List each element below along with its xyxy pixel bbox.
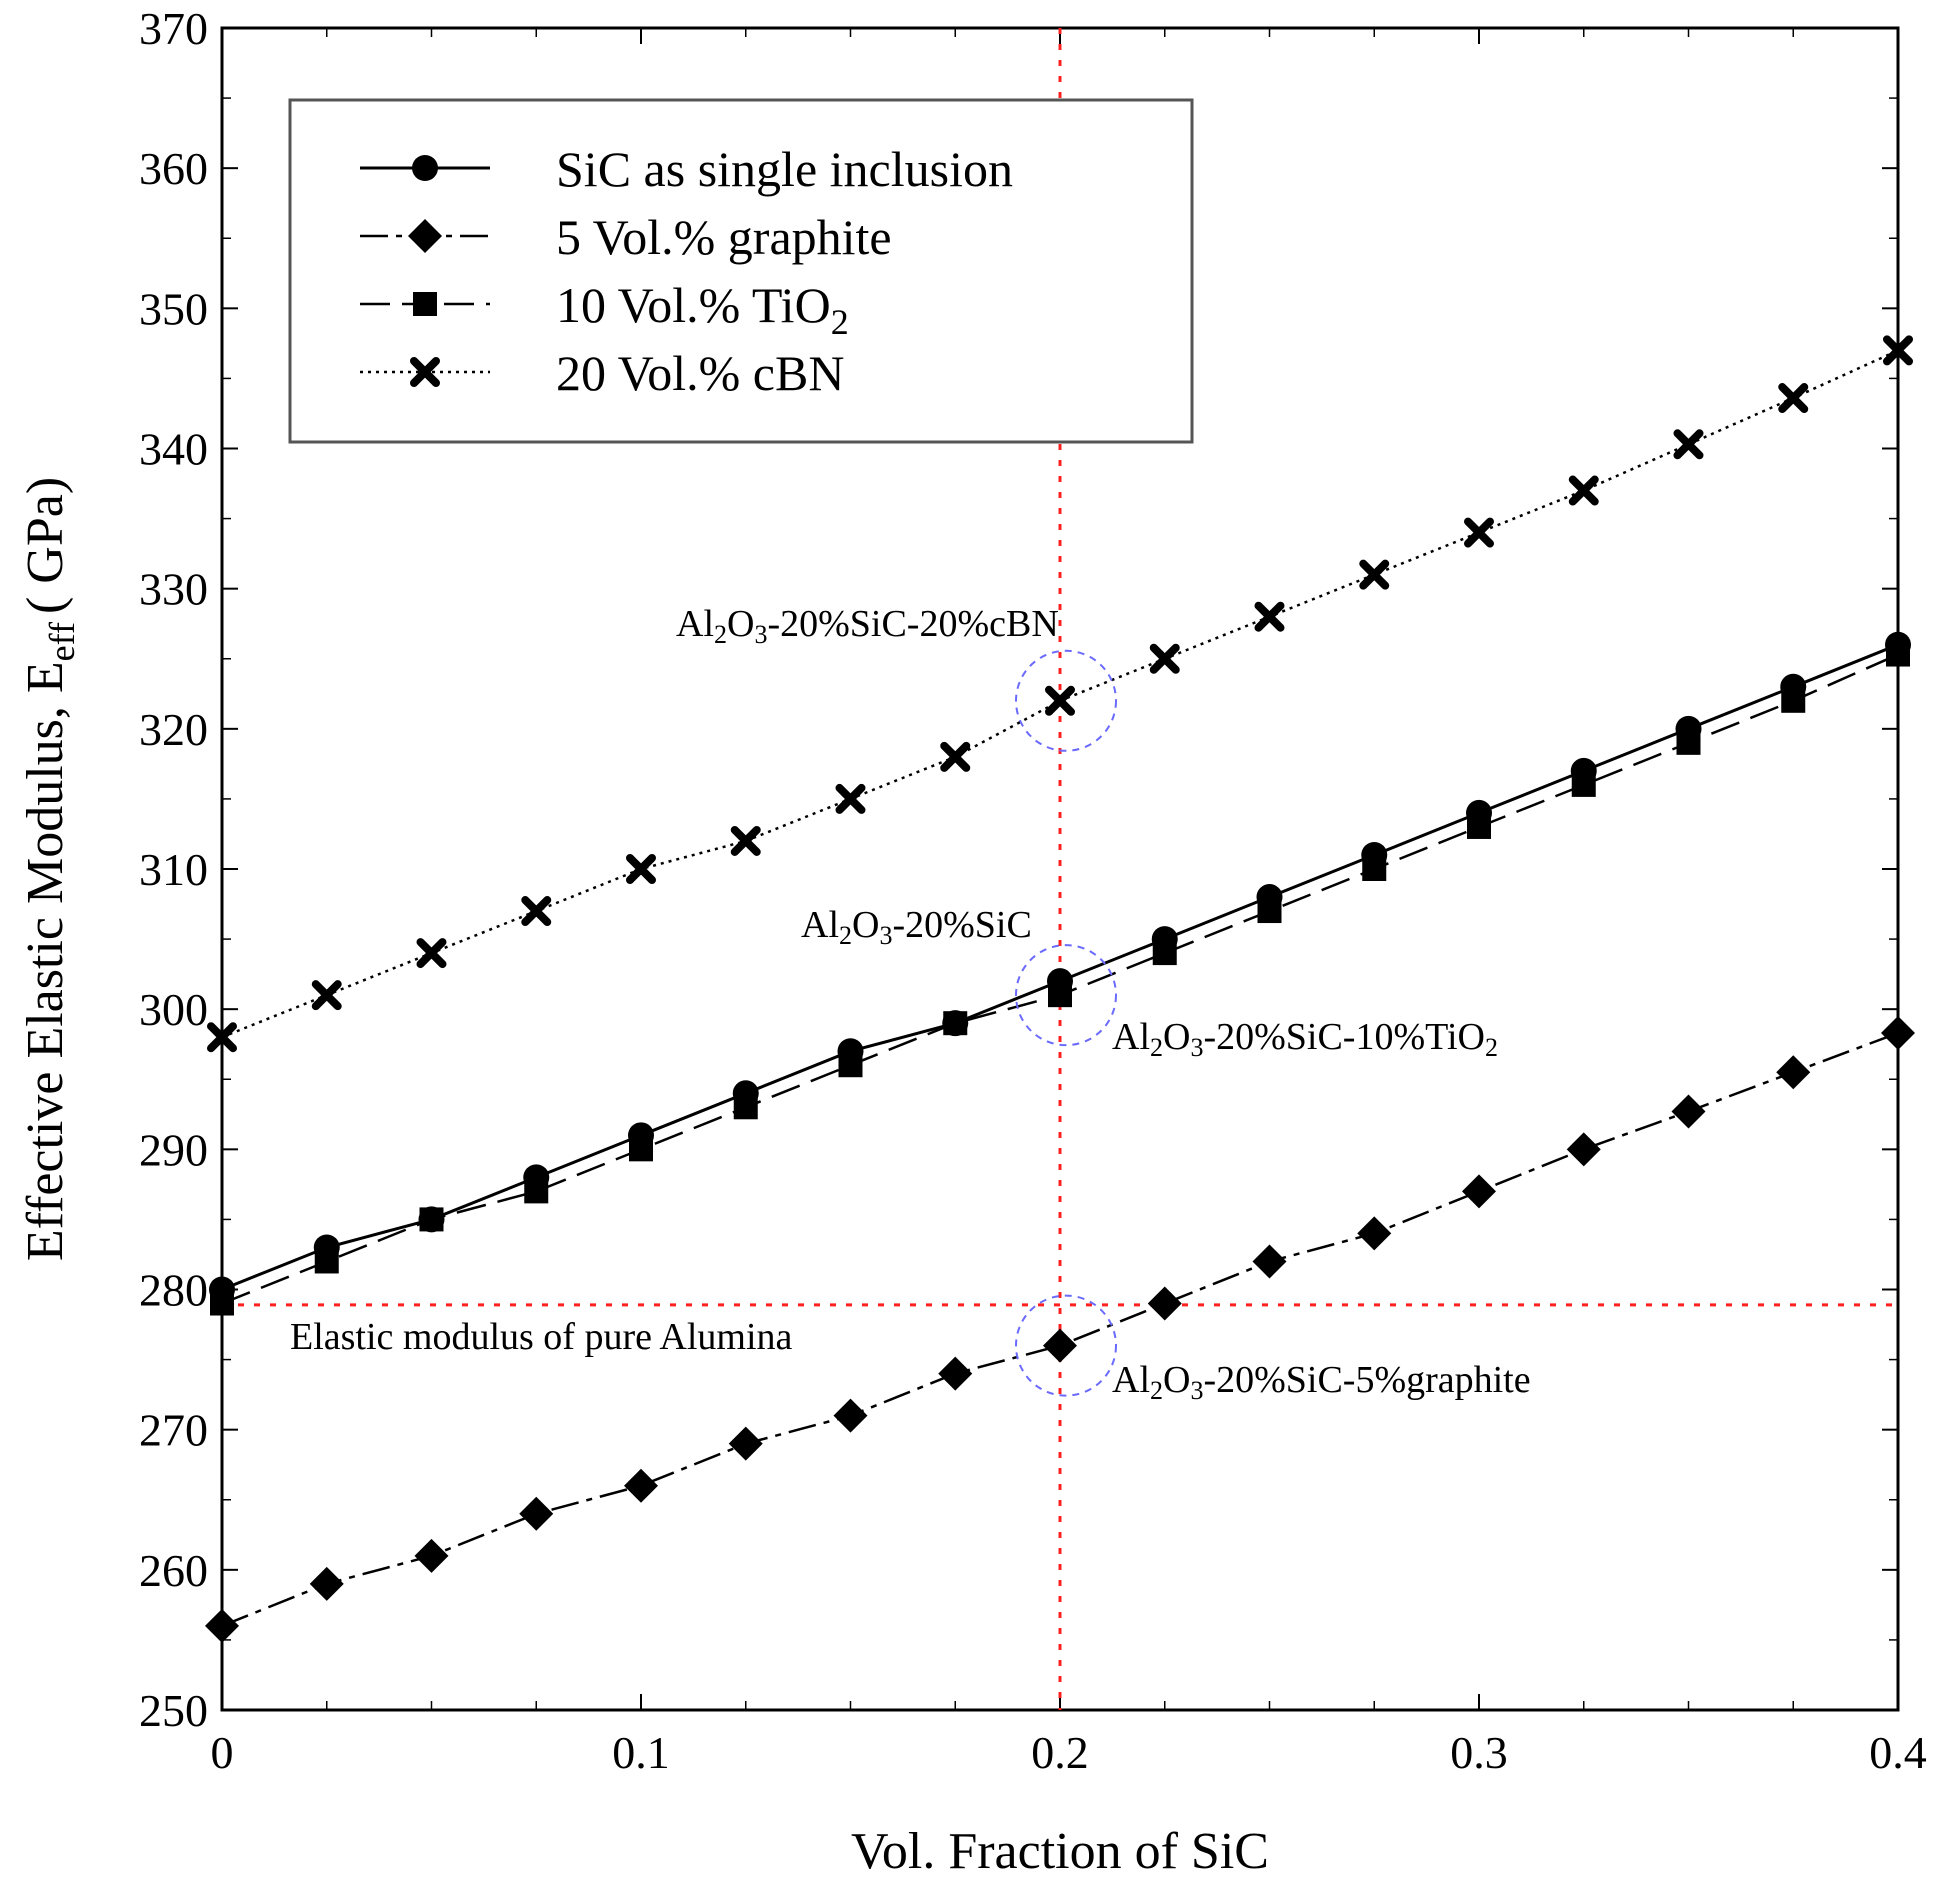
data-point-diamond — [519, 1496, 554, 1531]
data-point-square — [1257, 899, 1282, 924]
series-layer — [205, 335, 1915, 1643]
highlight-circle — [1015, 649, 1117, 752]
data-point-x — [626, 854, 656, 884]
data-point-x — [940, 741, 971, 772]
x-tick-label: 0.2 — [1031, 1727, 1089, 1778]
legend-box — [288, 98, 1194, 444]
legend-label-sic: SiC as single inclusion — [556, 141, 1013, 197]
data-point-diamond — [1357, 1216, 1392, 1251]
data-point-x — [1568, 475, 1599, 506]
annotation-graphite: Al2O3-20%SiC-5%graphite — [1112, 1359, 1531, 1405]
x-tick-label: 0.1 — [612, 1727, 670, 1778]
data-point-diamond — [1252, 1244, 1287, 1279]
data-point-square — [524, 1179, 549, 1204]
data-point-square — [733, 1095, 758, 1120]
data-point-diamond — [1462, 1174, 1496, 1209]
data-point-square — [1886, 642, 1910, 667]
data-point-square — [1048, 983, 1072, 1008]
data-point-diamond — [728, 1426, 763, 1461]
data-point-square — [1362, 857, 1387, 881]
data-point-x — [1778, 383, 1809, 414]
legend-label-tio2: 10 Vol.% TiO2 — [556, 277, 849, 342]
data-point-diamond — [309, 1566, 344, 1601]
data-point-diamond — [624, 1468, 658, 1503]
data-point-square — [943, 1011, 968, 1036]
data-point-square — [838, 1053, 863, 1078]
highlight-circle — [1015, 1294, 1117, 1397]
y-tick-label: 310 — [139, 844, 208, 895]
y-tick-label: 370 — [139, 3, 208, 54]
data-point-x — [1149, 643, 1180, 674]
legend-samples — [360, 155, 490, 387]
data-point-diamond — [938, 1356, 973, 1391]
x-tick-label: 0.3 — [1450, 1727, 1508, 1778]
y-tick-label: 280 — [139, 1265, 208, 1316]
reference-lines — [222, 28, 1898, 1710]
data-point-x — [730, 825, 761, 856]
data-point-square — [1781, 688, 1806, 713]
data-point-diamond — [1776, 1055, 1811, 1090]
data-point-diamond — [833, 1398, 868, 1433]
data-point-diamond — [1881, 1015, 1915, 1050]
data-point-square — [1152, 941, 1177, 966]
legend-label-graphite: 5 Vol.% graphite — [556, 209, 892, 265]
y-tick-label: 270 — [139, 1405, 208, 1456]
data-point-x — [1045, 685, 1075, 716]
series-line-circle — [221, 643, 1899, 1291]
highlight-circle — [1015, 944, 1117, 1047]
data-point-square — [1467, 814, 1491, 839]
data-point-square — [419, 1207, 444, 1232]
y-tick-label: 330 — [139, 564, 208, 615]
annotation-tio2: Al2O3-20%SiC-10%TiO2 — [1112, 1016, 1498, 1062]
data-point-x — [311, 980, 342, 1011]
y-tick-label: 360 — [139, 143, 208, 194]
data-point-square — [629, 1137, 653, 1162]
data-point-diamond — [414, 1538, 449, 1573]
legend-marker-x — [410, 357, 440, 387]
x-tick-label: 0 — [211, 1727, 234, 1778]
legend-marker-circle — [412, 155, 438, 181]
data-point-x — [1673, 429, 1704, 460]
y-tick-label: 340 — [139, 424, 208, 475]
data-point-x — [521, 896, 552, 927]
data-point-x — [1883, 335, 1913, 366]
y-tick-label: 320 — [139, 704, 208, 755]
y-tick-label: 260 — [139, 1545, 208, 1596]
y-tick-label: 250 — [139, 1685, 208, 1736]
ticks-layer: 250 260 270 280 290 300 310 320 330 340 350 360 370 0… — [139, 3, 1927, 1778]
y-tick-label: 300 — [139, 984, 208, 1035]
data-point-diamond — [1671, 1094, 1706, 1129]
data-point-x — [1254, 601, 1285, 632]
annotation-cbn: Al2O3-20%SiC-20%cBN — [676, 603, 1059, 649]
data-point-x — [1359, 559, 1390, 590]
data-point-square — [210, 1291, 234, 1316]
y-tick-label: 350 — [139, 283, 208, 334]
data-point-diamond — [1147, 1286, 1182, 1321]
legend-label-cbn: 20 Vol.% cBN — [556, 345, 844, 401]
data-point-diamond — [1043, 1328, 1077, 1363]
x-tick-label: 0.4 — [1869, 1727, 1927, 1778]
data-point-x — [416, 938, 447, 969]
data-point-diamond — [1566, 1132, 1601, 1167]
highlight-circles — [1015, 649, 1117, 1397]
series-line-x — [221, 349, 1899, 1039]
data-point-square — [1571, 772, 1596, 797]
data-point-x — [835, 783, 866, 814]
y-tick-label: 290 — [139, 1124, 208, 1175]
legend: SiC as single inclusion 5 Vol.% graphite… — [288, 98, 1194, 444]
legend-marker-square — [413, 292, 437, 316]
y-axis-title: Effective Elastic Modulus, Eeff( GPa) — [17, 477, 82, 1261]
data-point-diamond — [205, 1608, 239, 1643]
data-point-x — [207, 1022, 237, 1053]
x-axis-title: Vol. Fraction of SiC — [851, 1823, 1269, 1880]
data-point-square — [1676, 730, 1701, 755]
pure-alumina-label: Elastic modulus of pure Alumina — [290, 1316, 793, 1358]
annotation-sic: Al2O3-20%SiC — [801, 904, 1032, 950]
data-point-square — [314, 1249, 339, 1274]
data-point-x — [1464, 517, 1494, 548]
legend-marker-diamond — [408, 219, 442, 253]
